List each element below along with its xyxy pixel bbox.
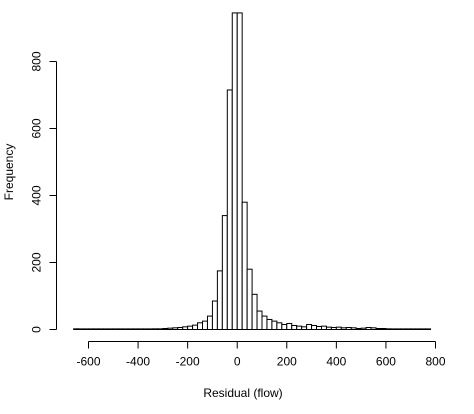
histogram-bar (410, 328, 417, 330)
histogram-bars (73, 12, 432, 331)
histogram-bar (162, 328, 169, 330)
histogram-bar (261, 315, 268, 331)
x-tick-label: 200 (277, 355, 297, 369)
histogram-bar (127, 328, 134, 330)
histogram-bar (88, 328, 94, 330)
histogram-bar (286, 322, 293, 331)
histogram-bar (325, 326, 332, 330)
y-axis-title: Frequency (2, 144, 16, 201)
histogram-bar (192, 324, 199, 331)
histogram-bar (187, 325, 194, 330)
histogram-bar (172, 327, 179, 331)
histogram-bar (132, 328, 139, 330)
x-tick-label: 400 (326, 355, 346, 369)
histogram-bar (241, 201, 248, 330)
histogram-bar (415, 328, 422, 330)
histogram-bar (97, 328, 104, 330)
histogram-bar (385, 328, 392, 330)
y-tick-label: 0 (30, 326, 44, 333)
histogram-bar (211, 300, 218, 330)
histogram-bar (316, 325, 322, 330)
histogram-bar (375, 328, 382, 330)
histogram-bar (83, 328, 90, 330)
histogram-bar (365, 326, 372, 330)
histogram-bar (311, 324, 318, 331)
histogram-bar (291, 324, 298, 331)
histogram-bar (112, 328, 119, 330)
x-axis: -600 -400 -200 0 200 400 600 800 (76, 341, 446, 369)
histogram-bar (92, 328, 99, 330)
histogram-bar (117, 328, 124, 330)
y-tick-label: 200 (30, 252, 44, 272)
histogram-bar (73, 328, 80, 330)
histogram-bar (370, 327, 377, 331)
histogram-bar (246, 268, 253, 331)
histogram-bar (360, 327, 367, 331)
x-tick-label: -200 (176, 355, 200, 369)
x-tick-label: 800 (425, 355, 445, 369)
histogram-bar (420, 328, 427, 330)
y-tick-label: 600 (30, 118, 44, 138)
histogram-bar (236, 12, 243, 331)
histogram-bar (182, 326, 189, 331)
histogram-bar (202, 320, 208, 331)
y-tick-label: 800 (30, 51, 44, 71)
x-tick-label: -600 (76, 355, 100, 369)
histogram-bar (296, 325, 303, 330)
histogram-bar (147, 328, 154, 330)
histogram-bar (276, 322, 283, 330)
histogram-bar (350, 327, 357, 331)
y-axis: 0 200 400 600 800 (30, 51, 57, 333)
histogram-bar (206, 315, 213, 331)
histogram-bar (177, 326, 184, 330)
histogram-bar (256, 310, 263, 331)
histogram-bar (167, 327, 174, 331)
histogram-bar (266, 318, 273, 331)
histogram-bar (390, 328, 397, 330)
histogram-bar (320, 325, 327, 330)
histogram-bar (355, 328, 362, 330)
histogram-bar (335, 326, 342, 330)
histogram-bar (330, 326, 337, 330)
histogram-bar (102, 328, 109, 330)
histogram-bar (395, 328, 402, 330)
histogram-bar (405, 328, 412, 330)
x-tick-label: 600 (376, 355, 396, 369)
histogram-bar (345, 326, 352, 330)
histogram-bar (425, 328, 432, 330)
histogram-bar (281, 323, 288, 331)
histogram-bar (301, 326, 308, 331)
histogram-bar (216, 270, 223, 331)
histogram-bar (400, 328, 407, 330)
histogram-bar (306, 323, 313, 331)
histogram-bar (157, 328, 164, 330)
x-tick-label: 0 (234, 355, 241, 369)
histogram-bar (107, 328, 114, 330)
histogram-bar (221, 215, 228, 331)
histogram-bar (197, 322, 204, 330)
y-tick-label: 400 (30, 185, 44, 205)
histogram-bar (152, 328, 159, 330)
histogram-bar (78, 328, 85, 330)
histogram-bar (137, 328, 144, 330)
histogram-bar (271, 320, 278, 331)
histogram-bar (142, 328, 149, 330)
histogram-bar (251, 293, 258, 331)
histogram-bar (231, 12, 238, 331)
histogram-bar (226, 89, 233, 330)
x-tick-label: -400 (126, 355, 150, 369)
histogram-bar (122, 328, 129, 330)
x-axis-title: Residual (flow) (203, 386, 282, 400)
histogram-bar (380, 328, 387, 330)
histogram-bar (340, 327, 347, 331)
